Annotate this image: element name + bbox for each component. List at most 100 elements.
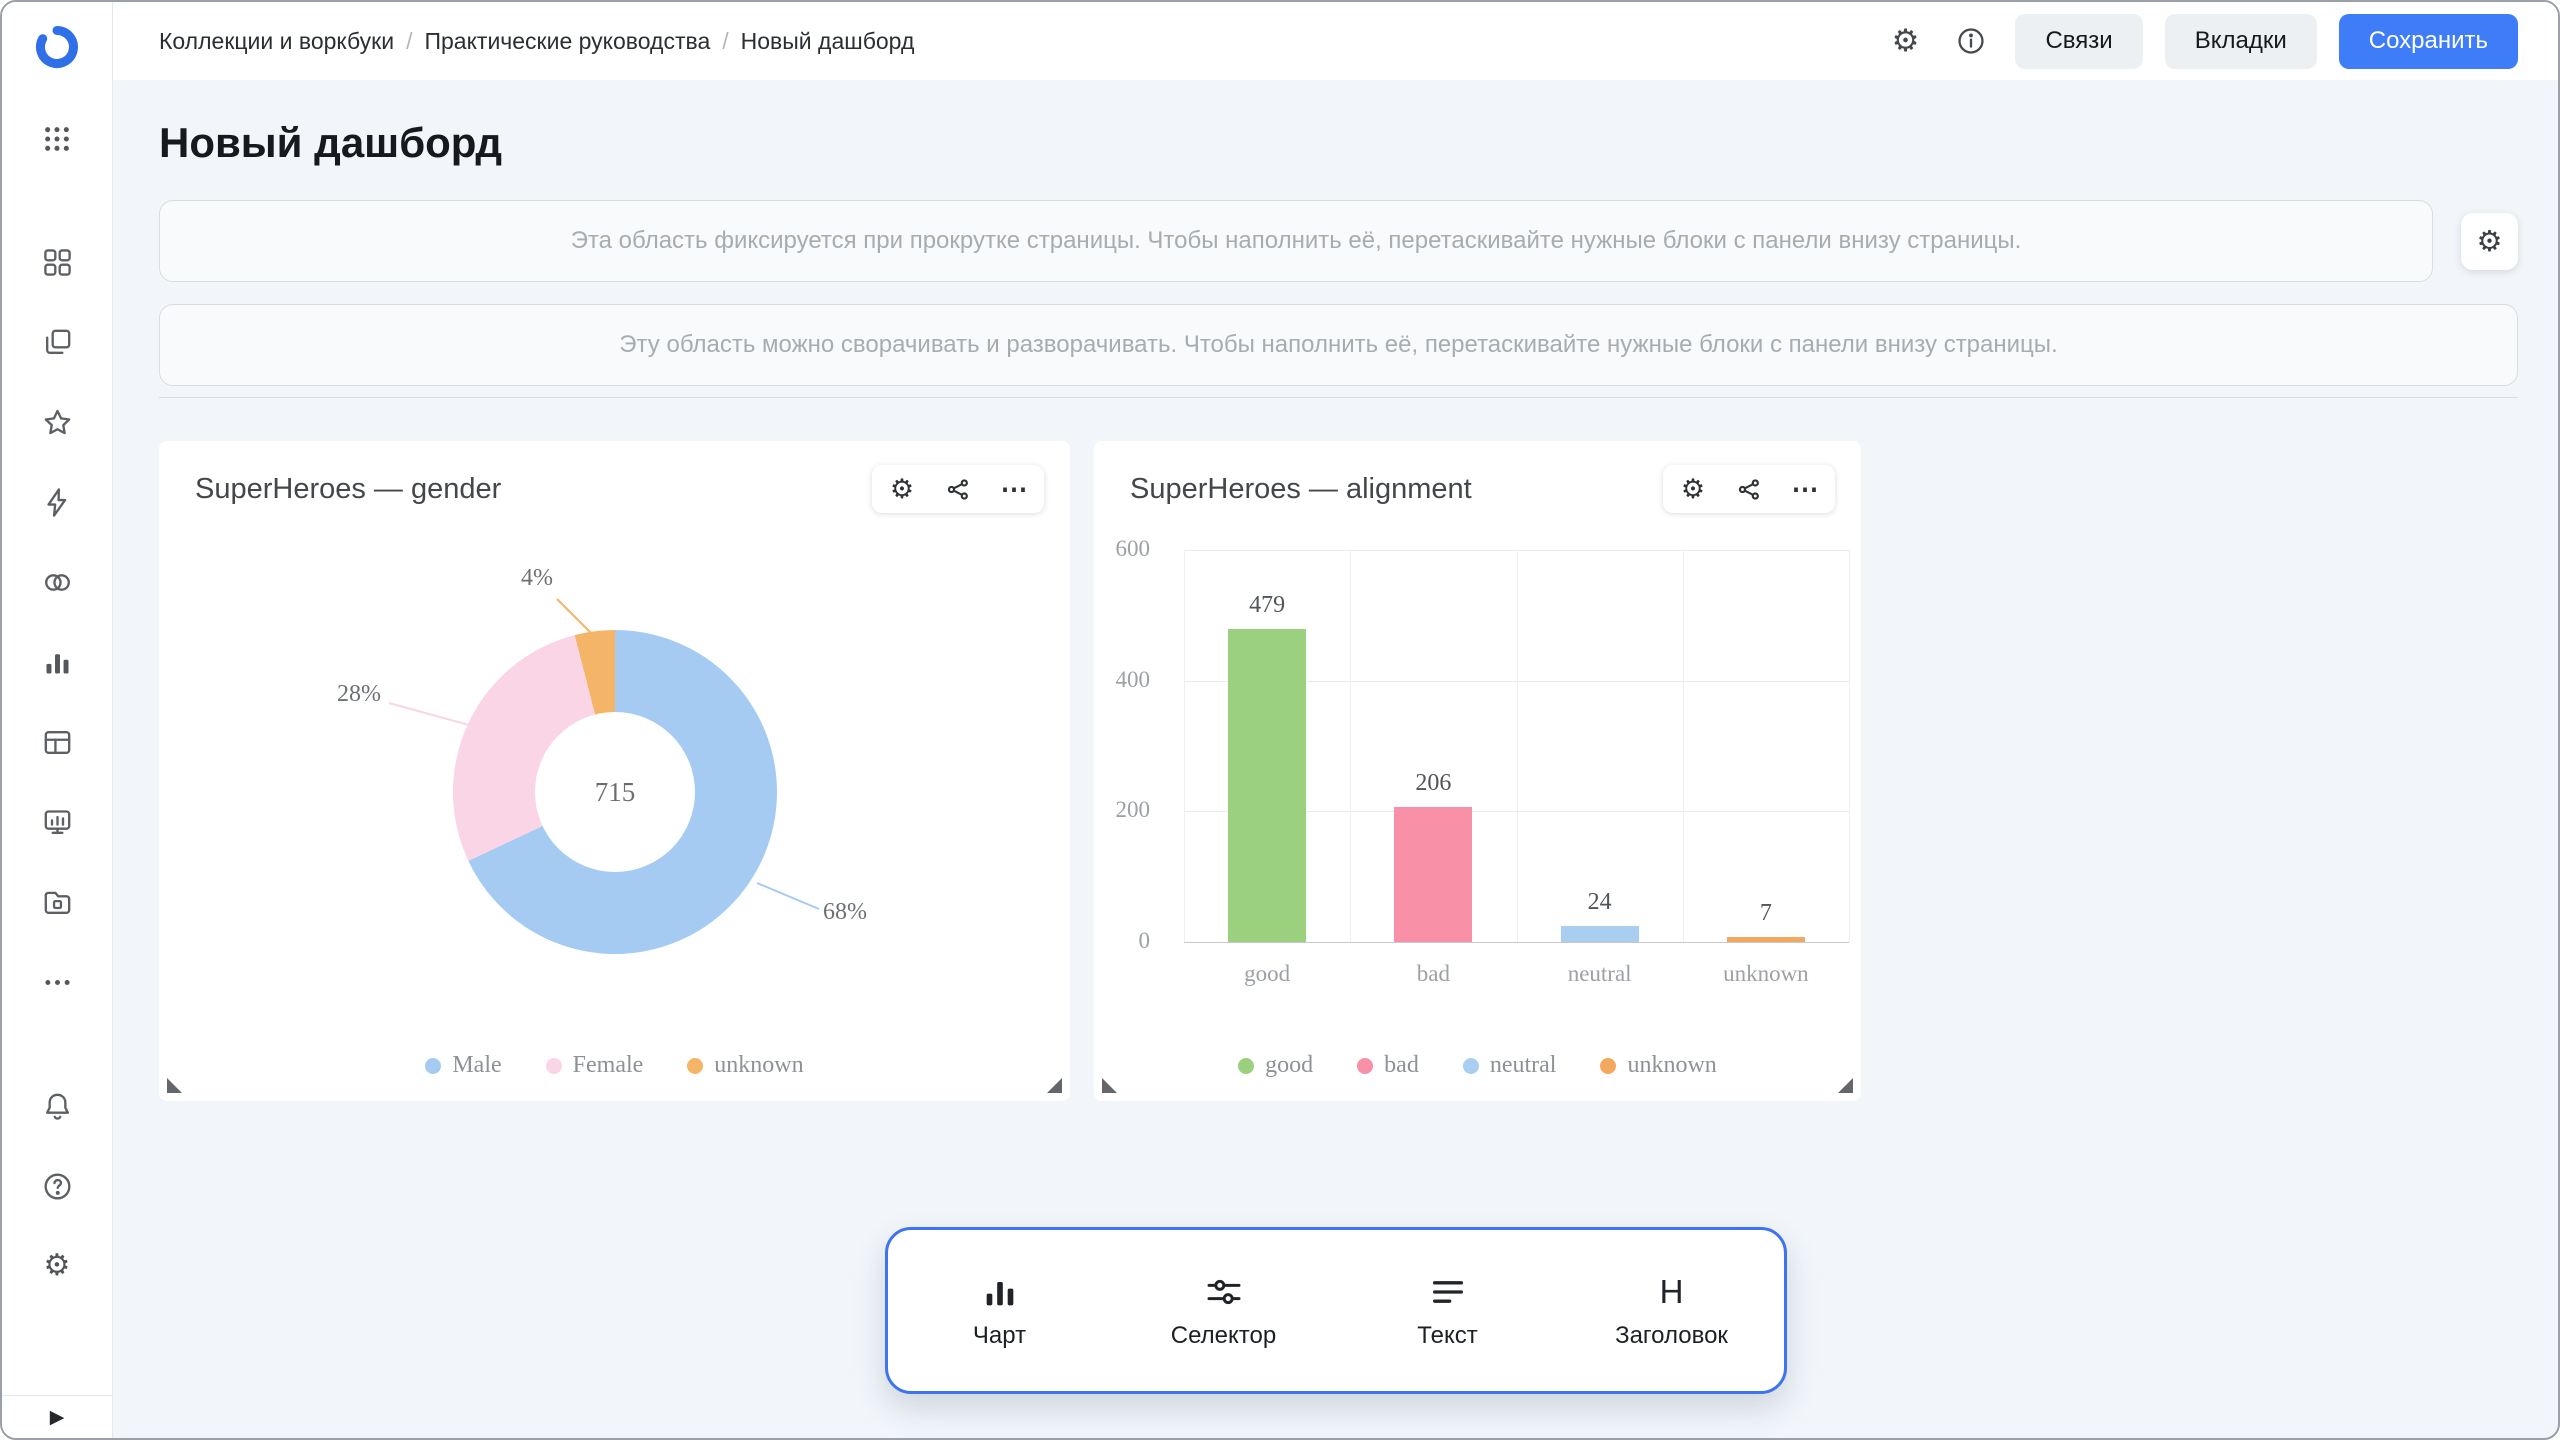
legend-item[interactable]: bad [1357,1052,1419,1079]
datasets-icon[interactable] [34,559,80,605]
bar[interactable] [1560,926,1639,942]
widget-settings-gear-icon[interactable]: ⚙ [886,473,918,505]
bar[interactable] [1228,629,1307,942]
dashboard-settings-gear-icon[interactable]: ⚙ [1883,19,1927,63]
gear-glyph: ⚙ [43,1249,71,1282]
resize-handle-bottom-right[interactable] [1838,1078,1853,1093]
fixed-area-placeholder-text: Эта область фиксируется при прокрутке ст… [570,227,2022,254]
tables-icon[interactable] [34,719,80,765]
widget-settings-gear-icon[interactable]: ⚙ [1677,473,1709,505]
bar-value-label: 206 [1415,770,1452,797]
add-item-label: Чарт [972,1321,1027,1349]
legend-item[interactable]: Male [425,1052,502,1079]
legend-dot [1600,1057,1617,1074]
legend-label: good [1265,1052,1314,1078]
legend-item[interactable]: unknown [1600,1052,1717,1079]
logo-swirl [36,26,78,68]
sidebar-bottom-nav: ⚙ [2,1083,112,1289]
donut-percent-label-unknown: 4% [521,565,553,591]
charts-icon[interactable] [34,639,80,685]
favorites-star-icon[interactable] [34,399,80,445]
sidebar-footer: ▶ [2,1395,112,1438]
legend-item[interactable]: neutral [1462,1052,1556,1079]
legend-item[interactable]: Female [545,1052,644,1079]
fixed-area-placeholder[interactable]: Эта область фиксируется при прокрутке ст… [159,200,2433,282]
x-axis-category-label: good [1244,961,1291,986]
apps-grid-glyph [45,127,69,151]
ellipsis-glyph: ⋯ [1791,473,1819,504]
x-axis-category-label: neutral [1567,961,1632,986]
legend-label: Female [572,1052,644,1078]
save-button[interactable]: Сохранить [2338,13,2518,69]
resize-handle-bottom-left[interactable] [167,1078,182,1093]
charts-row: SuperHeroes — gender ⚙ [159,441,2518,1101]
section-divider [159,397,2518,398]
relations-button[interactable]: Связи [2015,13,2143,69]
widget-more-icon[interactable]: ⋯ [1789,473,1821,505]
apps-grid-icon[interactable] [34,116,80,162]
collapsible-area-placeholder[interactable]: Эту область можно сворачивать и разворач… [159,304,2518,386]
tabs-button[interactable]: Вкладки [2164,13,2317,69]
donut-percent-label-male: 68% [823,899,867,925]
add-item-label: Текст [1417,1321,1478,1349]
bar-value-label: 7 [1759,900,1772,927]
bar[interactable] [1726,937,1805,942]
heading-icon: H [1659,1272,1684,1310]
selector-icon [1207,1279,1240,1304]
legend-label: bad [1384,1052,1419,1078]
collections-icon[interactable] [34,239,80,285]
help-icon[interactable] [34,1163,80,1209]
legend-label: unknown [714,1052,804,1078]
gear-glyph: ⚙ [2476,225,2503,258]
breadcrumb-separator: / [406,27,413,54]
legend-label: unknown [1627,1052,1717,1078]
widget-more-icon[interactable]: ⋯ [998,473,1030,505]
storage-folder-icon[interactable] [34,879,80,925]
chart-legend: Male Female unknown [159,1052,1070,1079]
dashboards-monitor-icon[interactable] [34,799,80,845]
connections-lightning-icon[interactable] [34,479,80,525]
widget-links-icon[interactable] [1733,473,1765,505]
text-icon [1432,1280,1463,1303]
breadcrumb-separator: / [722,27,729,54]
settings-gear-icon[interactable]: ⚙ [34,1243,80,1289]
widget-toolbar: ⚙ ⋯ [872,465,1044,513]
legend-dot [1238,1057,1255,1074]
legend-dot [1462,1057,1479,1074]
legend-item[interactable]: good [1238,1052,1313,1079]
bar-categories: good bad neutral unknown [1184,961,1849,987]
y-axis-tick-label: 400 [1115,666,1151,692]
expand-sidebar-icon[interactable]: ▶ [49,1406,65,1428]
more-items-icon[interactable] [34,959,80,1005]
breadcrumb-item-workbook[interactable]: Практические руководства [424,27,711,54]
breadcrumb-item-collections[interactable]: Коллекции и воркбуки [159,27,395,54]
notifications-bell-icon[interactable] [34,1083,80,1129]
add-selector-button[interactable]: Селектор [1112,1272,1336,1350]
chart-card-alignment: SuperHeroes — alignment ⚙ [1094,441,1861,1101]
fixed-area-settings-button[interactable]: ⚙ [2461,212,2518,270]
top-header: Коллекции и воркбуки / Практические руко… [113,2,2558,80]
info-icon[interactable] [1949,19,1993,63]
bar[interactable] [1394,807,1473,942]
widget-links-icon[interactable] [942,473,974,505]
chart-card-gender: SuperHeroes — gender ⚙ [159,441,1070,1101]
y-axis-tick-label: 0 [1138,928,1151,953]
resize-handle-bottom-left[interactable] [1102,1078,1117,1093]
datalens-logo-icon[interactable] [34,24,80,70]
breadcrumb-item-current: Новый дашборд [740,27,915,54]
gear-glyph: ⚙ [1680,473,1706,504]
y-axis-tick-label: 600 [1115,536,1151,561]
ellipsis-glyph: ⋯ [1000,473,1028,504]
resize-handle-bottom-right[interactable] [1047,1078,1062,1093]
legend-item[interactable]: unknown [687,1052,804,1079]
chart-title: SuperHeroes — alignment [1130,472,1472,505]
gear-glyph: ⚙ [1891,23,1920,58]
add-heading-button[interactable]: H Заголовок [1560,1272,1784,1350]
workbooks-icon[interactable] [34,319,80,365]
legend-label: Male [452,1052,502,1078]
add-text-button[interactable]: Текст [1336,1272,1560,1350]
add-item-label: Селектор [1170,1321,1277,1349]
add-chart-button[interactable]: Чарт [888,1272,1112,1350]
legend-dot [545,1057,562,1074]
